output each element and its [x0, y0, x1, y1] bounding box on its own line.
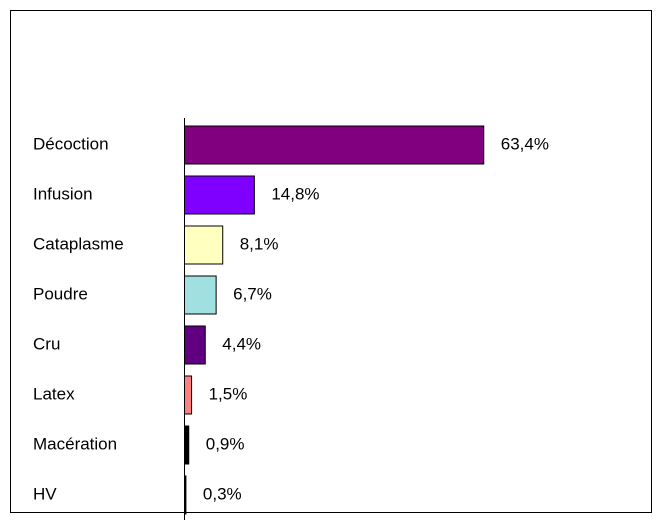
- bar: [184, 375, 193, 415]
- value-label: 14,8%: [271, 184, 319, 203]
- category-label: Macération: [33, 434, 117, 453]
- value-label: 0,3%: [203, 484, 242, 503]
- bar: [184, 425, 190, 465]
- value-label: 6,7%: [233, 284, 272, 303]
- value-label: 8,1%: [240, 234, 279, 253]
- bar: [184, 125, 485, 165]
- category-label: Cru: [33, 334, 60, 353]
- category-label: Cataplasme: [33, 234, 124, 253]
- category-label: Infusion: [33, 184, 93, 203]
- category-label: Décoction: [33, 134, 109, 153]
- bar: [184, 225, 224, 265]
- category-label: Latex: [33, 384, 75, 403]
- bar: [184, 275, 217, 315]
- category-label: HV: [33, 484, 57, 503]
- value-label: 1,5%: [209, 384, 248, 403]
- value-label: 63,4%: [501, 134, 549, 153]
- bar: [184, 175, 255, 215]
- bar: [184, 325, 206, 365]
- value-label: 0,9%: [206, 434, 245, 453]
- bar: [184, 475, 187, 515]
- value-label: 4,4%: [222, 334, 261, 353]
- category-label: Poudre: [33, 284, 88, 303]
- chart-frame: [10, 10, 652, 513]
